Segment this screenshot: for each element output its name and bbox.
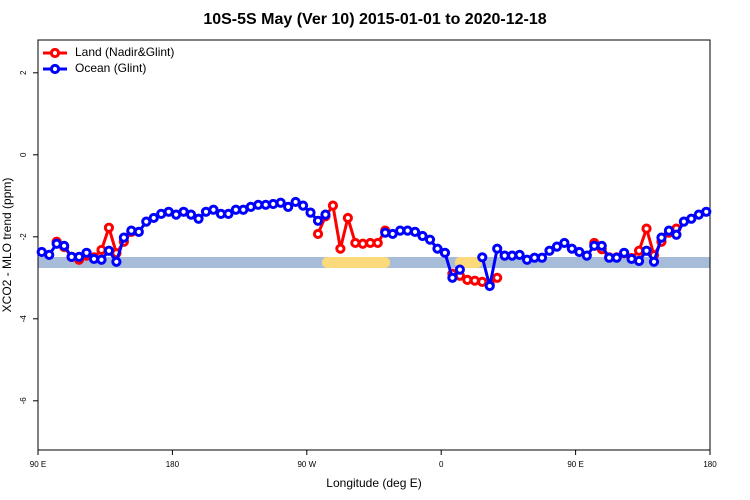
land-band (322, 257, 390, 268)
point (327, 200, 339, 211)
point (477, 252, 488, 263)
x-tick-label: 90 E (30, 460, 46, 469)
point (290, 196, 301, 208)
point (671, 229, 682, 240)
point (185, 209, 197, 220)
point (44, 249, 55, 260)
point (283, 201, 294, 212)
point (275, 197, 286, 208)
point (59, 240, 70, 251)
point (447, 272, 458, 283)
point (454, 264, 465, 275)
point (305, 207, 316, 218)
y-tick-label: -4 (19, 315, 28, 323)
point (686, 213, 697, 224)
y-tick-label: 2 (19, 70, 28, 75)
legend-marker (49, 63, 61, 75)
point (641, 245, 652, 256)
point (96, 254, 107, 265)
point (111, 256, 122, 267)
point (208, 204, 219, 215)
point (432, 243, 443, 254)
legend-label: Ocean (Glint) (75, 61, 146, 75)
point (701, 206, 712, 217)
point (574, 246, 585, 258)
point (73, 251, 85, 262)
point (492, 243, 503, 254)
point (633, 255, 645, 267)
point (648, 256, 660, 267)
point (148, 212, 159, 224)
x-tick-label: 0 (439, 460, 444, 469)
point (656, 232, 667, 243)
point (439, 247, 451, 258)
point (544, 245, 555, 256)
point (335, 243, 346, 254)
x-tick-label: 90 E (567, 460, 583, 469)
point (559, 237, 570, 249)
point (409, 226, 421, 237)
point (223, 208, 234, 219)
point (417, 230, 428, 242)
point (551, 241, 563, 252)
point (312, 215, 324, 226)
x-tick-label: 180 (703, 460, 717, 469)
point (536, 252, 548, 263)
point (81, 247, 92, 258)
point (372, 237, 383, 249)
point (320, 209, 331, 220)
y-tick-label: -2 (19, 233, 28, 241)
chart-title: 10S-5S May (Ver 10) 2015-01-01 to 2020-1… (203, 11, 546, 28)
point (193, 213, 204, 224)
point (492, 272, 503, 283)
point (611, 252, 622, 263)
point (641, 223, 652, 234)
point (297, 200, 309, 211)
point (596, 240, 607, 251)
legend: Land (Nadir&Glint) Ocean (Glint) (43, 45, 174, 75)
legend-label: Land (Nadir&Glint) (75, 45, 174, 59)
point (103, 245, 115, 256)
x-axis-label: Longitude (deg E) (326, 476, 421, 490)
point (118, 232, 129, 243)
point (514, 249, 525, 260)
point (342, 212, 353, 224)
plot-frame (37, 39, 711, 451)
point (581, 250, 592, 261)
point (663, 225, 675, 236)
y-axis-label: XCO2 - MLO trend (ppm) (0, 178, 14, 313)
point (141, 216, 152, 227)
point (312, 228, 324, 240)
point (133, 226, 144, 237)
point (103, 222, 115, 233)
y-tick-label: -6 (19, 397, 28, 405)
x-tick-label: 90 W (297, 460, 316, 469)
series (36, 196, 712, 292)
point (484, 280, 495, 292)
legend-marker (49, 47, 61, 59)
point (619, 247, 630, 258)
x-tick-label: 180 (166, 460, 180, 469)
y-tick-label: 0 (19, 152, 28, 157)
point (424, 234, 436, 245)
